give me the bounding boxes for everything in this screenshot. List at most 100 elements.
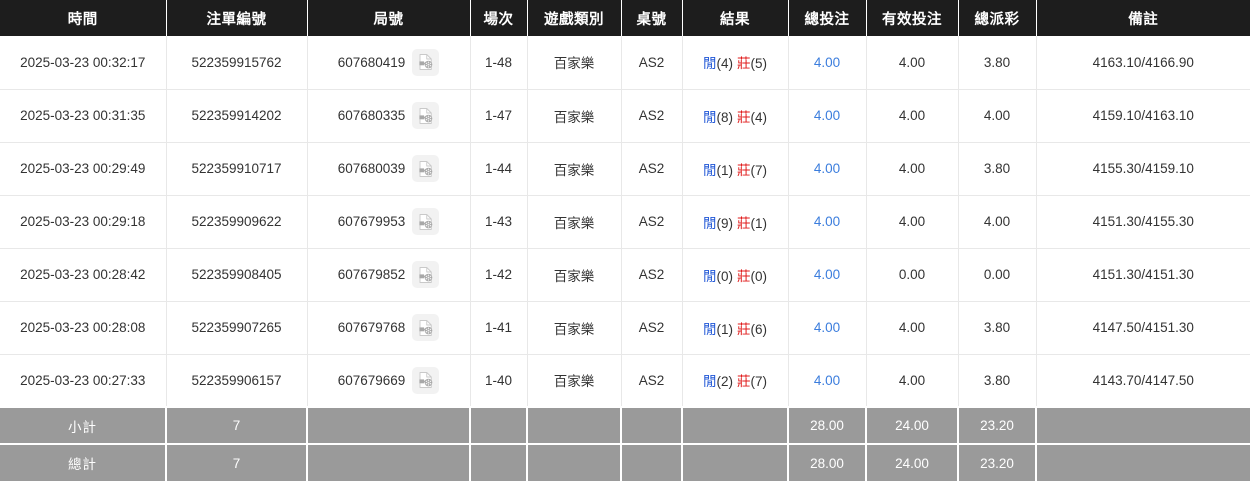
round-number: 607679768 [337,320,406,335]
column-header-table-no[interactable]: 桌號 [621,0,683,36]
header-row: 時間 注單編號 局號 場次 遊戲類別 桌號 結果 總投注 有效投注 總派彩 備註 [0,0,1250,36]
cell-shoe: 1-40 [470,354,528,407]
round-number: 607680419 [337,54,406,70]
summary-result-grandtotal [682,444,789,481]
result-banker-label: 莊 [737,374,751,390]
cell-total-bet: 4.00 [788,195,867,249]
cell-round: 607679953 [307,195,471,249]
column-header-payout[interactable]: 總派彩 [958,0,1037,36]
cell-total-bet: 4.00 [788,354,867,407]
cell-remark: 4143.70/4147.50 [1036,354,1250,407]
cell-table-no: AS2 [621,354,683,407]
table-header: 時間 注單編號 局號 場次 遊戲類別 桌號 結果 總投注 有效投注 總派彩 備註 [0,0,1250,36]
result-player-value: (8) [716,109,734,125]
table-row: 2025-03-23 00:29:18 522359909622 607679953… [0,195,1250,249]
cell-bet-id: 522359909622 [166,195,308,249]
cell-total-bet: 4.00 [788,142,867,196]
result-player-label: 閒 [703,109,717,125]
result-banker-value: (0) [750,268,768,284]
cell-payout: 0.00 [958,248,1037,302]
column-header-total-bet[interactable]: 總投注 [788,0,867,36]
result-banker-value: (7) [750,374,768,390]
column-header-time[interactable]: 時間 [0,0,167,36]
column-header-game[interactable]: 遊戲類別 [527,0,622,36]
result-banker-label: 莊 [737,215,751,231]
cell-result: 閒(1) 莊(7) [682,142,789,196]
table-row: 2025-03-23 00:27:33 522359906157 607679669… [0,354,1250,407]
summary-valid-bet-subtotal: 24.00 [866,406,959,445]
cell-valid-bet: 4.00 [866,354,959,407]
cell-round: 607679852 [307,248,471,302]
cell-table-no: AS2 [621,301,683,355]
cell-shoe: 1-48 [470,36,528,90]
cell-time: 2025-03-23 00:32:17 [0,36,167,90]
table-row: 2025-03-23 00:32:17 522359915762 607680419… [0,36,1250,90]
column-header-bet-id[interactable]: 注單編號 [166,0,308,36]
summary-shoe-grandtotal [470,444,528,481]
cell-result: 閒(9) 莊(1) [682,195,789,249]
cell-result: 閒(0) 莊(0) [682,248,789,302]
cell-bet-id: 522359910717 [166,142,308,196]
cell-valid-bet: 4.00 [866,195,959,249]
round-number: 607679953 [337,214,406,229]
result-banker-label: 莊 [737,321,751,337]
cell-result: 閒(8) 莊(4) [682,89,789,143]
column-header-shoe[interactable]: 場次 [470,0,528,36]
column-header-valid-bet[interactable]: 有效投注 [866,0,959,36]
summary-game-grandtotal [527,444,622,481]
cell-bet-id: 522359906157 [166,354,308,407]
column-header-result[interactable]: 結果 [682,0,789,36]
video-replay-icon[interactable] [412,48,440,76]
cell-total-bet: 4.00 [788,301,867,355]
summary-round-subtotal [307,406,471,445]
cell-remark: 4147.50/4151.30 [1036,301,1250,355]
result-player-value: (4) [716,56,734,72]
table-row: 2025-03-23 00:29:49 522359910717 607680039… [0,142,1250,196]
cell-total-bet: 4.00 [788,248,867,302]
cell-shoe: 1-44 [470,142,528,196]
video-replay-icon[interactable] [412,208,440,235]
video-replay-icon[interactable] [412,102,440,129]
cell-shoe: 1-47 [470,89,528,143]
cell-remark: 4151.30/4151.30 [1036,248,1250,302]
result-banker-value: (4) [750,109,768,125]
summary-label-grandtotal: 總計 [0,444,167,481]
summary-row-grandtotal: 總計 7 28.00 24.00 23.20 [0,444,1250,481]
column-header-remark[interactable]: 備註 [1036,0,1250,36]
cell-time: 2025-03-23 00:29:49 [0,142,167,196]
result-player-label: 閒 [703,162,717,178]
cell-round: 607680039 [307,142,471,196]
video-replay-icon[interactable] [412,314,440,341]
video-replay-icon[interactable] [412,261,440,288]
result-banker-label: 莊 [737,268,751,284]
cell-payout: 3.80 [958,301,1037,355]
cell-payout: 3.80 [958,354,1037,407]
cell-round: 607679768 [307,301,471,355]
result-player-value: (1) [716,162,734,178]
video-replay-icon[interactable] [412,155,440,182]
table-row: 2025-03-23 00:28:42 522359908405 607679852… [0,248,1250,302]
video-replay-icon[interactable] [412,366,440,394]
cell-game: 百家樂 [527,142,622,196]
result-player-value: (2) [716,374,734,390]
cell-bet-id: 522359907265 [166,301,308,355]
cell-table-no: AS2 [621,195,683,249]
summary-valid-bet-grandtotal: 24.00 [866,444,959,481]
cell-table-no: AS2 [621,89,683,143]
column-header-round[interactable]: 局號 [307,0,471,36]
cell-time: 2025-03-23 00:28:08 [0,301,167,355]
cell-payout: 4.00 [958,89,1037,143]
cell-table-no: AS2 [621,248,683,302]
result-player-value: (1) [716,321,734,337]
cell-round: 607679669 [307,354,471,407]
cell-total-bet: 4.00 [788,36,867,90]
cell-valid-bet: 4.00 [866,36,959,90]
cell-game: 百家樂 [527,354,622,407]
cell-game: 百家樂 [527,89,622,143]
summary-payout-grandtotal: 23.20 [958,444,1037,481]
summary-remark-grandtotal [1036,444,1250,481]
table-body: 2025-03-23 00:32:17 522359915762 607680419… [0,36,1250,407]
cell-shoe: 1-41 [470,301,528,355]
table-row: 2025-03-23 00:31:35 522359914202 607680335… [0,89,1250,143]
